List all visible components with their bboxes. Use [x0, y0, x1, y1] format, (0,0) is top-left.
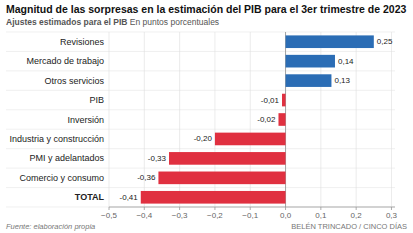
row-separator — [6, 207, 395, 208]
x-tick — [214, 207, 215, 210]
x-tick — [320, 207, 321, 210]
x-tick-label: −0,5 — [101, 211, 117, 220]
x-tick — [391, 207, 392, 210]
row-separator — [6, 168, 395, 169]
data-label: 0,25 — [377, 37, 393, 46]
row-separator — [6, 51, 395, 52]
category-label: PMI y adelantados — [29, 153, 104, 163]
row-separator — [6, 70, 395, 71]
data-label: -0,02 — [257, 115, 276, 124]
x-axis-line — [109, 207, 395, 208]
data-label: -0,41 — [120, 193, 139, 202]
row-separator — [6, 129, 395, 130]
row-separator — [6, 187, 395, 188]
footer-source: Fuente: elaboración propia — [6, 222, 95, 231]
x-tick-label: −0,3 — [172, 211, 188, 220]
subtitle: Ajustes estimados para el PIB — [6, 17, 127, 27]
x-tick — [285, 207, 286, 210]
bar — [282, 94, 286, 107]
subtitle-line: Ajustes estimados para el PIB En puntos … — [6, 17, 407, 28]
row-separator — [6, 148, 395, 149]
grid — [109, 32, 391, 207]
bar — [141, 191, 286, 204]
row-separator — [6, 32, 395, 33]
x-axis: −0,5 −0,4 −0,3 −0,2 −0,1 0,0 0,1 0,2 0,3 — [101, 207, 397, 220]
x-tick — [109, 207, 110, 210]
x-tick-label: 0,3 — [386, 211, 398, 220]
chart-svg: TOTAL Comercio y consumo PMI y adelantados… — [6, 28, 407, 222]
data-label: 0,13 — [334, 76, 350, 85]
footer-credit: BELÉN TRINCADO / CINCO DÍAS — [291, 222, 407, 231]
title: Magnitud de las sorpresas en la estimaci… — [6, 3, 407, 15]
data-label: 0,14 — [338, 57, 354, 66]
grid-line — [391, 32, 392, 207]
category-label: Mercado de trabajo — [26, 56, 104, 66]
data-label: -0,20 — [194, 134, 213, 143]
category-labels: TOTAL Comercio y consumo PMI y adelantados… — [9, 37, 104, 203]
bars — [141, 35, 374, 203]
bar — [215, 133, 286, 146]
category-label: Industria y construcción — [9, 134, 104, 144]
category-label: Otros servicios — [44, 76, 104, 86]
bar — [278, 113, 285, 126]
row-separator — [6, 109, 395, 110]
x-tick — [179, 207, 180, 210]
footer: Fuente: elaboración propia BELÉN TRINCADO… — [6, 222, 407, 231]
category-label: TOTAL — [75, 192, 105, 202]
row-separator — [6, 90, 395, 91]
x-tick-label: 0,1 — [315, 211, 327, 220]
grid-line — [356, 32, 357, 207]
bar — [169, 152, 286, 165]
data-label: -0,33 — [148, 154, 167, 163]
x-tick-label: 0,0 — [280, 211, 292, 220]
bar — [158, 172, 285, 185]
x-tick-label: −0,4 — [136, 211, 152, 220]
bar — [286, 35, 374, 48]
category-label: Comercio y consumo — [19, 173, 104, 183]
x-tick-label: −0,2 — [207, 211, 223, 220]
bar — [286, 74, 332, 87]
category-label: Revisiones — [60, 37, 105, 47]
x-tick-label: −0,1 — [242, 211, 258, 220]
page: Magnitud de las sorpresas en la estimaci… — [0, 0, 413, 233]
x-tick — [250, 207, 251, 210]
x-tick-label: 0,2 — [351, 211, 363, 220]
category-label: PIB — [89, 95, 104, 105]
data-labels: -0,41 -0,36 -0,33 -0,20 -0,02 -0,01 0,13 0,14 0,… — [120, 37, 393, 202]
chart-area: TOTAL Comercio y consumo PMI y adelantados… — [6, 28, 407, 222]
x-tick — [356, 207, 357, 210]
data-label: -0,01 — [261, 96, 280, 105]
row-separators — [6, 32, 395, 207]
grid-line — [109, 32, 110, 207]
x-tick — [144, 207, 145, 210]
subtitle-note: En puntos porcentuales — [130, 17, 219, 27]
bar — [286, 55, 335, 68]
category-label: Inversión — [67, 115, 104, 125]
data-label: -0,36 — [137, 173, 156, 182]
